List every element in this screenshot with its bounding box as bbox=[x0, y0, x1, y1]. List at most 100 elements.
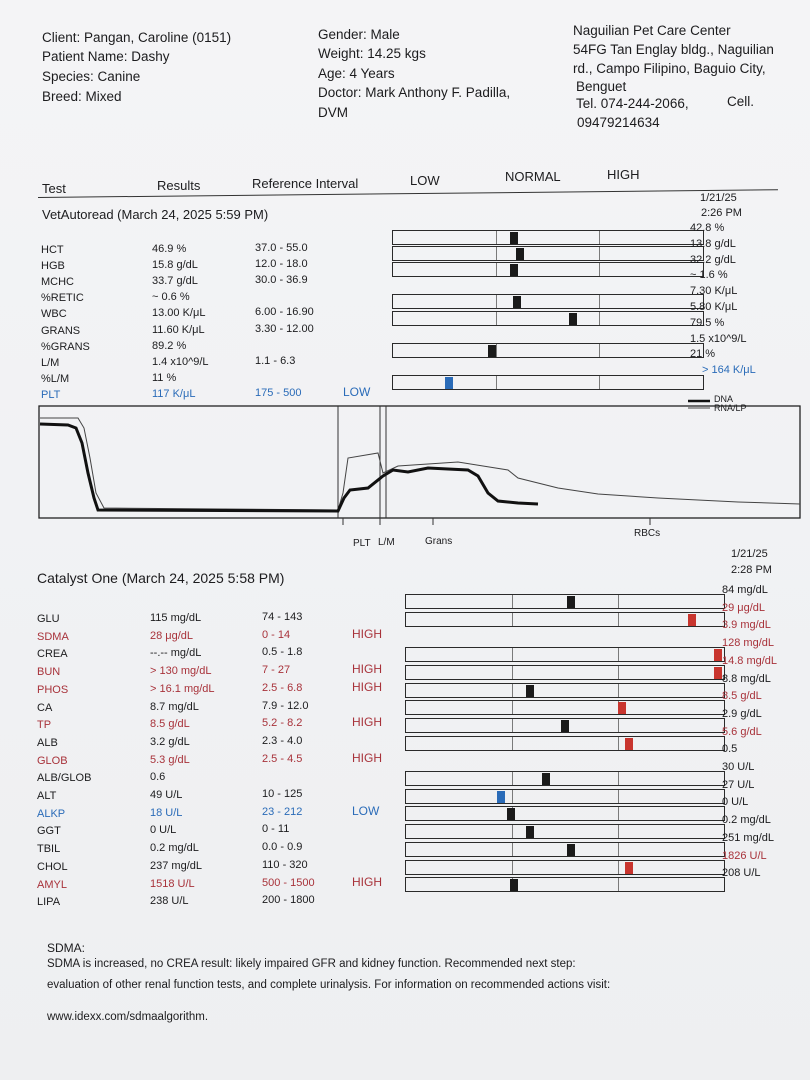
result-value: 1518 U/L bbox=[150, 877, 195, 890]
result-value: > 130 mg/dL bbox=[150, 665, 212, 678]
reference-interval: 12.0 - 18.0 bbox=[255, 258, 308, 271]
gauge-divider bbox=[496, 311, 498, 325]
result-value: 18 U/L bbox=[150, 806, 183, 819]
gauge-divider bbox=[511, 701, 513, 715]
clinic-address-1: 54FG Tan Englay bldg., Naguilian bbox=[573, 42, 774, 57]
reference-interval: 7 - 27 bbox=[262, 664, 291, 677]
reference-interval: 2.5 - 6.8 bbox=[262, 681, 303, 694]
test-name: TP bbox=[37, 719, 52, 732]
hist-label-plt: PLT bbox=[353, 538, 371, 549]
notes-heading: SDMA: bbox=[47, 941, 86, 955]
doctor: Doctor: Mark Anthony F. Padilla, bbox=[318, 85, 511, 100]
gauge-divider bbox=[617, 683, 619, 697]
col-high: HIGH bbox=[607, 167, 640, 182]
hist-label-grans: Grans bbox=[425, 536, 453, 547]
clinic-tel: Tel. 074-244-2066, bbox=[576, 96, 689, 111]
result-value: 117 K/μL bbox=[152, 387, 196, 400]
test-name: CHOL bbox=[37, 860, 68, 873]
gauge-divider bbox=[617, 595, 619, 608]
range-gauge-hct bbox=[392, 230, 704, 245]
previous-value: 0.5 bbox=[722, 743, 738, 756]
gauge-divider bbox=[599, 247, 601, 261]
result-value: 11.60 K/μL bbox=[152, 323, 205, 336]
gauge-divider bbox=[617, 718, 619, 732]
range-gauge-amyl bbox=[405, 859, 725, 875]
reference-interval: 7.9 - 12.0 bbox=[262, 699, 309, 712]
gauge-marker bbox=[713, 649, 722, 662]
test-name: ALT bbox=[37, 790, 57, 802]
gauge-marker bbox=[510, 879, 519, 892]
previous-value: 27 U/L bbox=[722, 778, 755, 791]
gauge-divider bbox=[496, 375, 498, 389]
test-name: %L/M bbox=[41, 372, 70, 385]
result-value: 237 mg/dL bbox=[150, 859, 202, 872]
gauge-divider bbox=[599, 231, 601, 244]
gauge-marker bbox=[497, 790, 506, 803]
result-value: --.-- mg/dL bbox=[150, 647, 202, 660]
gauge-marker bbox=[567, 596, 576, 608]
gauge-marker bbox=[444, 376, 453, 389]
test-name: HCT bbox=[41, 244, 64, 256]
result-value: 1.4 x10^9/L bbox=[152, 355, 209, 368]
gauge-marker bbox=[713, 666, 722, 679]
gauge-marker bbox=[567, 843, 576, 856]
flag-low: LOW bbox=[343, 384, 371, 399]
range-gauge-phos bbox=[405, 664, 725, 680]
gauge-divider bbox=[511, 648, 513, 662]
reference-interval: 37.0 - 55.0 bbox=[255, 242, 308, 254]
reference-interval: 200 - 1800 bbox=[262, 894, 315, 907]
gauge-divider bbox=[511, 789, 513, 803]
gauge-marker bbox=[688, 613, 697, 626]
previous-value: 0.2 mg/dL bbox=[722, 814, 771, 827]
gauge-divider bbox=[511, 825, 513, 839]
result-value: > 16.1 mg/dL bbox=[150, 682, 215, 695]
range-gauge-grans bbox=[392, 310, 704, 326]
previous-value: 7.30 K/μL bbox=[690, 285, 738, 298]
gauge-divider bbox=[511, 665, 513, 679]
gauge-marker bbox=[506, 808, 515, 821]
gauge-divider bbox=[511, 718, 513, 732]
gauge-divider bbox=[599, 311, 601, 325]
reference-interval: 30.0 - 36.9 bbox=[255, 274, 308, 287]
gauge-marker bbox=[509, 232, 518, 244]
test-name: CREA bbox=[37, 648, 68, 661]
previous-value: 251 mg/dL bbox=[722, 831, 774, 844]
previous-value: 29 μg/dL bbox=[722, 601, 766, 614]
flag-high: HIGH bbox=[352, 874, 382, 889]
range-gauge-tbil bbox=[405, 824, 725, 840]
catalyst-prev-date: 1/21/25 bbox=[731, 548, 768, 560]
gauge-divider bbox=[617, 789, 619, 803]
gender: Gender: Male bbox=[318, 27, 400, 42]
doctor-title: DVM bbox=[318, 105, 348, 120]
weight: Weight: 14.25 kgs bbox=[318, 46, 426, 61]
test-name: %RETIC bbox=[41, 292, 84, 305]
reference-interval: 0 - 11 bbox=[262, 823, 290, 836]
range-gauge-ggt bbox=[405, 806, 725, 822]
result-value: 28 μg/dL bbox=[150, 629, 194, 642]
test-name: MCHC bbox=[41, 276, 74, 289]
range-gauge-lipa bbox=[405, 877, 725, 893]
reference-interval: 10 - 125 bbox=[262, 788, 303, 800]
gauge-divider bbox=[496, 247, 498, 261]
vetautoread-title: VetAutoread (March 24, 2025 5:59 PM) bbox=[42, 207, 269, 222]
result-value: 8.5 g/dL bbox=[150, 718, 190, 731]
previous-value: 79.5 % bbox=[690, 316, 725, 329]
range-gauge-hgb bbox=[392, 246, 704, 262]
clinic-cell: 09479214634 bbox=[577, 115, 660, 130]
range-gauge-wbc bbox=[392, 294, 704, 310]
catalyst-prev-time: 2:28 PM bbox=[731, 564, 772, 576]
col-low: LOW bbox=[410, 173, 440, 188]
gauge-divider bbox=[496, 295, 498, 309]
gauge-marker bbox=[618, 702, 627, 715]
reference-interval: 175 - 500 bbox=[255, 386, 302, 399]
catalyst-title: Catalyst One (March 24, 2025 5:58 PM) bbox=[37, 570, 285, 586]
gauge-marker bbox=[624, 861, 633, 874]
previous-value: 42.8 % bbox=[690, 222, 725, 234]
test-name: AMYL bbox=[37, 878, 67, 891]
previous-value: 84 mg/dL bbox=[722, 584, 768, 596]
gauge-marker bbox=[516, 248, 525, 261]
gauge-divider bbox=[599, 343, 601, 357]
reference-interval: 1.1 - 6.3 bbox=[255, 354, 296, 367]
clinic-address-2: rd., Campo Filipino, Baguio City, bbox=[573, 61, 766, 76]
previous-value: ~ 1.6 % bbox=[690, 269, 728, 282]
